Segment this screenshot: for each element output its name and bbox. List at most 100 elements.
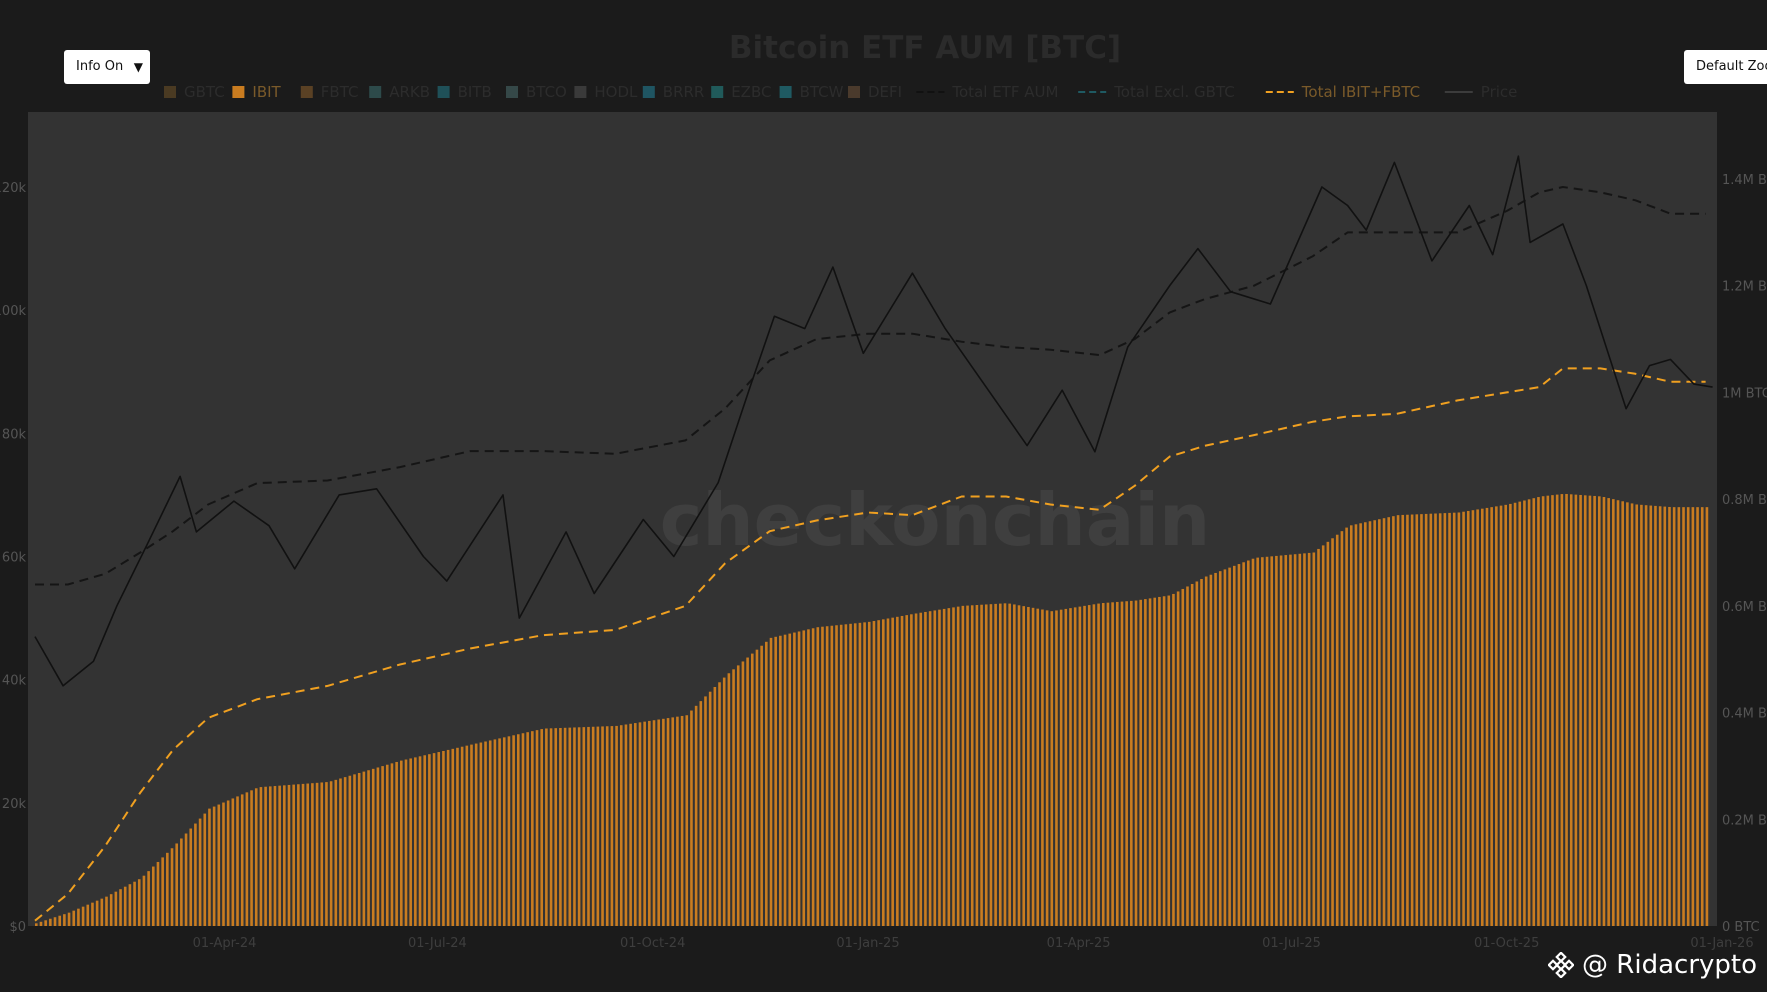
ibit-bar [1686, 507, 1690, 926]
ibit-bar [521, 733, 525, 926]
ibit-bar [1031, 607, 1035, 926]
ibit-bar [287, 784, 291, 926]
ibit-bar [549, 728, 553, 926]
ibit-bar [451, 748, 455, 926]
legend-label[interactable]: ARKB [389, 83, 430, 101]
ibit-bar [320, 782, 324, 926]
legend-label[interactable]: GBTC [184, 83, 225, 101]
legend-label[interactable]: DEFI [868, 83, 902, 101]
ibit-bar [1410, 514, 1414, 926]
ibit-bar [1218, 571, 1222, 926]
ibit-bar [633, 723, 637, 926]
ibit-bar [750, 653, 754, 926]
legend-swatch [369, 86, 382, 98]
ibit-bar [1476, 509, 1479, 926]
ibit-bar [1130, 600, 1133, 926]
ibit-bar [1527, 499, 1531, 926]
ibit-bar [980, 604, 983, 926]
ibit-bar [1223, 569, 1227, 926]
ibit-bar [741, 661, 745, 926]
ibit-bar [872, 621, 876, 926]
ibit-bar [891, 617, 894, 926]
legend-label[interactable]: Total ETF AUM [951, 83, 1058, 101]
ibit-bar [414, 757, 417, 926]
legend-label[interactable]: BRRR [663, 83, 705, 101]
ibit-bar [1495, 506, 1498, 926]
ibit-bar [1677, 507, 1681, 926]
ibit-bar [109, 894, 113, 926]
ibit-bar [540, 729, 543, 926]
ibit-bar [1574, 494, 1578, 926]
ibit-bar [1312, 552, 1316, 926]
ibit-bar [1059, 609, 1063, 926]
ibit-bar [268, 786, 272, 926]
ibit-bar [966, 605, 969, 926]
info-toggle-dropdown[interactable]: Info On ▼ [64, 50, 150, 84]
ibit-bar [657, 719, 660, 926]
ibit-bar [1078, 606, 1082, 926]
ibit-bar [460, 746, 464, 926]
ibit-bar [1242, 562, 1245, 926]
ibit-bar [765, 641, 768, 926]
legend-label[interactable]: BITB [458, 83, 492, 101]
legend-label[interactable]: Total IBIT+FBTC [1301, 83, 1420, 101]
ibit-bar [1134, 600, 1138, 926]
ibit-bar [1546, 495, 1550, 926]
ibit-bar [1406, 514, 1409, 926]
ibit-bar [1307, 552, 1311, 926]
ibit-bar [708, 691, 712, 926]
ibit-bar [208, 808, 211, 926]
ibit-bar [1434, 513, 1437, 926]
legend-label[interactable]: BTCW [800, 83, 844, 101]
ibit-bar [1125, 601, 1128, 926]
legend-label[interactable]: Total Excl. GBTC [1113, 83, 1235, 101]
ibit-bar [91, 902, 94, 926]
ibit-bar [72, 910, 76, 926]
ibit-bar [961, 605, 965, 926]
legend-label[interactable]: FBTC [321, 83, 359, 101]
ibit-bar [1101, 603, 1105, 926]
default-zoom-button[interactable]: Default Zoom [1684, 50, 1767, 84]
ibit-bar [694, 705, 698, 926]
legend-label[interactable]: EZBC [731, 83, 771, 101]
ibit-bar [919, 612, 923, 926]
legend-label[interactable]: IBIT [252, 83, 281, 101]
ibit-bar [835, 625, 838, 926]
ibit-bar [1490, 507, 1493, 926]
ibit-bar [956, 606, 960, 926]
legend-swatch [779, 86, 792, 98]
y-left-tick-label: 100k [0, 304, 26, 319]
ibit-bar [428, 754, 431, 926]
ibit-bar [1593, 495, 1596, 926]
ibit-bar [437, 752, 441, 926]
ibit-bar [1027, 606, 1030, 926]
ibit-bar [1700, 507, 1704, 926]
ibit-bar [498, 738, 501, 926]
ibit-bar [877, 620, 880, 926]
ibit-bar [1331, 538, 1334, 926]
ibit-bar [938, 609, 941, 926]
ibit-bar [605, 726, 609, 926]
ibit-bar [910, 614, 913, 926]
ibit-bar [545, 728, 548, 926]
ibit-bar [1569, 494, 1573, 926]
ibit-bar [1176, 591, 1180, 926]
legend-label[interactable]: BTCO [526, 83, 567, 101]
watermark: checkonchain [660, 478, 1211, 562]
ibit-bar [1541, 496, 1545, 926]
ibit-bar [643, 721, 646, 926]
ibit-bar [385, 764, 389, 926]
ibit-bar [1588, 495, 1592, 926]
ibit-bar [1691, 507, 1695, 926]
legend-label[interactable]: Price [1481, 83, 1518, 101]
ibit-bar [470, 744, 473, 926]
ibit-bar [67, 912, 71, 926]
ibit-bar [685, 715, 689, 926]
ibit-bar [1429, 513, 1433, 926]
ibit-bar [1186, 586, 1189, 926]
ibit-bar [254, 788, 258, 926]
ibit-bar [1115, 601, 1119, 926]
total-ibit-fbtc-line [34, 367, 1706, 922]
ibit-bar [999, 603, 1002, 926]
legend-label[interactable]: HODL [594, 83, 638, 101]
